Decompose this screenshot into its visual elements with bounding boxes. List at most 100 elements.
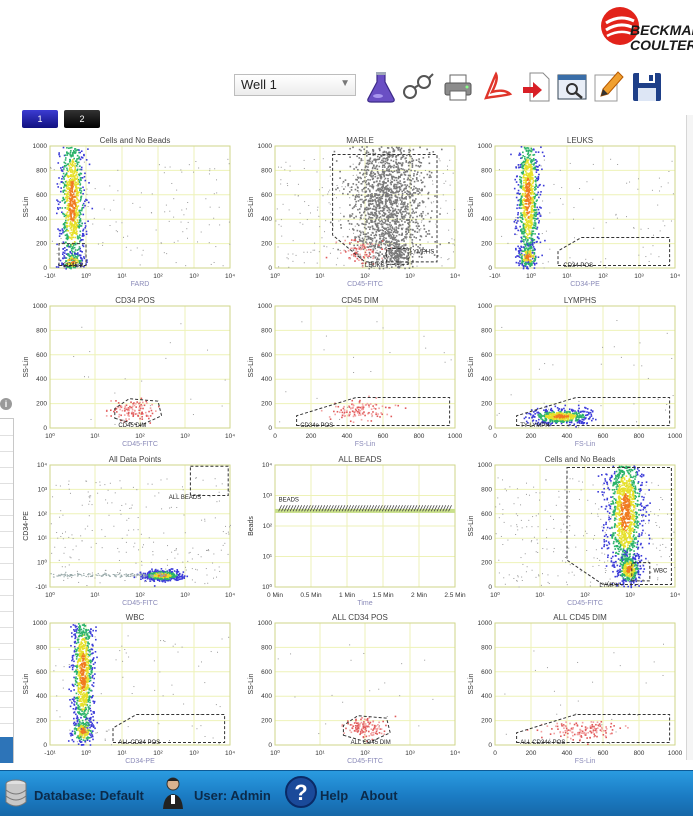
side-list-row[interactable] xyxy=(0,579,13,580)
gate-label[interactable]: CD45 DIM xyxy=(118,423,146,429)
gate-label[interactable]: ALL CD34e POS xyxy=(520,740,565,746)
side-list-row[interactable] xyxy=(0,483,13,484)
gate-label[interactable]: CD34 POS xyxy=(563,263,593,269)
save-icon[interactable] xyxy=(630,70,664,104)
side-list-row[interactable] xyxy=(0,467,13,468)
gate-outline[interactable] xyxy=(517,715,670,743)
side-list-row[interactable] xyxy=(0,515,13,516)
pdf-icon[interactable] xyxy=(480,70,514,104)
x-tick-label: 200 xyxy=(306,433,317,440)
gate-outline[interactable] xyxy=(558,238,670,266)
side-list-row[interactable] xyxy=(0,531,13,532)
gate-outline[interactable] xyxy=(115,399,162,426)
side-list-row[interactable] xyxy=(0,547,13,548)
gate-label[interactable]: LYMPHS xyxy=(410,249,434,255)
x-tick-label: 10⁰ xyxy=(490,591,500,599)
gate-label[interactable]: CD45/B xyxy=(63,263,84,269)
printer-icon[interactable] xyxy=(442,70,476,104)
y-tick-label: 0 xyxy=(268,742,272,749)
gate-label[interactable]: TY LYMPH xyxy=(520,423,549,429)
gate-label[interactable]: ALL CD45 DIM xyxy=(351,740,391,746)
side-list-row[interactable] xyxy=(0,643,13,644)
side-list-selected-row[interactable] xyxy=(0,737,13,763)
gate-label[interactable]: ALL BEADS xyxy=(169,495,201,501)
gate-outline[interactable] xyxy=(113,715,225,743)
side-list-row[interactable] xyxy=(0,627,13,628)
help-link[interactable]: Help xyxy=(320,788,348,803)
glasses-icon[interactable] xyxy=(400,70,434,104)
side-list-row[interactable] xyxy=(0,723,13,724)
info-icon[interactable]: i xyxy=(0,398,12,410)
side-list-row[interactable] xyxy=(0,707,13,708)
x-tick-label: 1000 xyxy=(448,433,463,440)
tab-2[interactable]: 2 xyxy=(64,110,100,128)
side-list-row[interactable] xyxy=(0,675,13,676)
x-tick-label: 2 Min xyxy=(411,592,427,599)
y-axis-label: SS-Lin xyxy=(248,673,255,694)
edit-icon[interactable] xyxy=(592,70,626,104)
side-list-panel[interactable] xyxy=(0,418,14,763)
y-tick-label: 0 xyxy=(268,265,272,272)
beckman-coulter-logo: BECKMAN COULTER xyxy=(600,4,693,64)
user-label[interactable]: User: Admin xyxy=(194,788,271,803)
preview-icon[interactable] xyxy=(556,70,590,104)
x-axis-label: CD34-PE xyxy=(570,281,600,288)
export-icon[interactable] xyxy=(520,70,554,104)
side-list-row[interactable] xyxy=(0,451,13,452)
flask-icon[interactable] xyxy=(364,70,398,104)
gate-label[interactable]: LYMPH xyxy=(599,583,619,589)
x-tick-label: 10¹ xyxy=(535,592,545,599)
database-label[interactable]: Database: Default xyxy=(34,788,144,803)
y-tick-label: 200 xyxy=(36,401,47,408)
chevron-down-icon: ▼ xyxy=(340,78,350,89)
logo-text-line2: COULTER xyxy=(630,37,693,53)
side-list-row[interactable] xyxy=(0,611,13,612)
gate-label[interactable]: BEADS xyxy=(279,498,299,504)
gate-label[interactable]: WBC xyxy=(653,568,668,574)
gate-label[interactable]: CD34e POS xyxy=(300,423,333,429)
side-list-row[interactable] xyxy=(0,563,13,564)
gate-outline[interactable] xyxy=(190,466,228,495)
gate-label[interactable]: ALL CD34 POS xyxy=(118,740,160,746)
about-link[interactable]: About xyxy=(360,788,398,803)
side-list-row[interactable] xyxy=(0,691,13,692)
user-icon[interactable] xyxy=(160,775,186,811)
side-list-row[interactable] xyxy=(0,595,13,596)
side-list-row[interactable] xyxy=(0,435,13,436)
help-icon[interactable]: ? xyxy=(284,775,318,809)
y-axis-label: SS-Lin xyxy=(468,673,475,694)
y-tick-label: 200 xyxy=(481,560,492,567)
x-tick-label: 10² xyxy=(153,273,163,280)
side-list-row[interactable] xyxy=(0,659,13,660)
side-list-row[interactable] xyxy=(0,499,13,500)
well-select[interactable]: Well 1 ▼ xyxy=(234,74,356,96)
y-tick-label: 800 xyxy=(481,327,492,334)
database-icon[interactable] xyxy=(4,777,28,809)
gate-label[interactable]: LEUKS xyxy=(365,263,385,269)
tab-1[interactable]: 1 xyxy=(22,110,58,128)
